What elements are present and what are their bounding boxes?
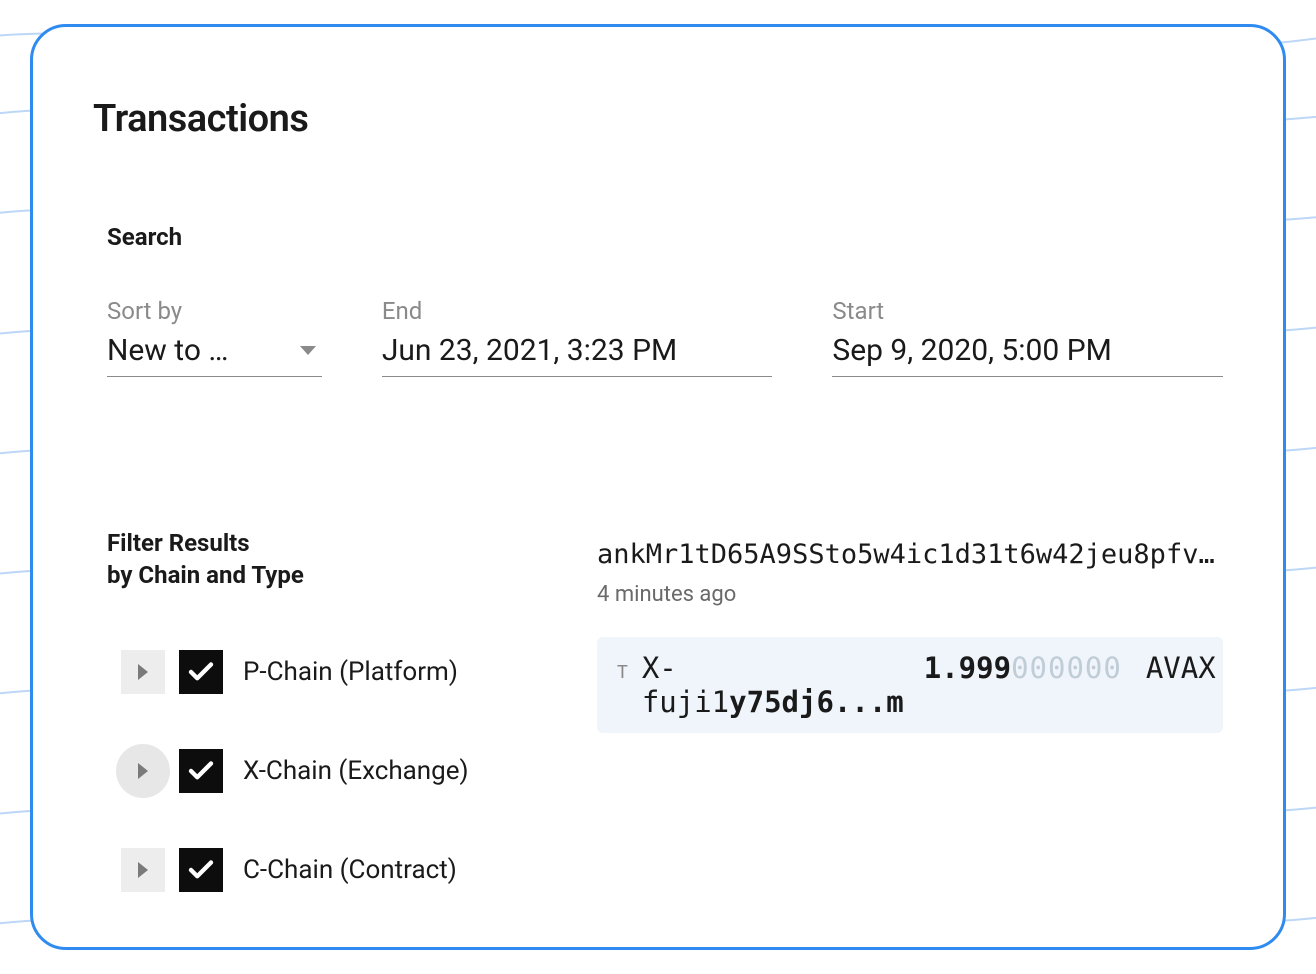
- sort-by-value: New to …: [107, 333, 228, 368]
- chevron-down-icon: [300, 346, 316, 355]
- results-panel: ankMr1tD65A9SSto5w4ic1d31t6w42jeu8pfv6… …: [597, 527, 1223, 892]
- chain-row-c: C-Chain (Contract): [107, 848, 527, 892]
- chain-label-c: C-Chain (Contract): [243, 855, 457, 885]
- chevron-right-icon: [138, 664, 148, 680]
- output-amount: 1.999000000: [918, 651, 1122, 685]
- chain-row-x: X-Chain (Exchange): [107, 744, 527, 798]
- chevron-right-icon: [138, 763, 148, 779]
- check-icon: [186, 756, 216, 786]
- search-fields: Sort by New to … End Jun 23, 2021, 3:23 …: [107, 297, 1223, 377]
- check-icon: [186, 657, 216, 687]
- expand-toggle-p[interactable]: [121, 650, 165, 694]
- end-date-value: Jun 23, 2021, 3:23 PM: [382, 333, 677, 368]
- transaction-time: 4 minutes ago: [597, 582, 1223, 607]
- checkbox-x-chain[interactable]: [179, 749, 223, 793]
- end-date-field[interactable]: End Jun 23, 2021, 3:23 PM: [382, 297, 773, 377]
- checkbox-c-chain[interactable]: [179, 848, 223, 892]
- address-short: y75dj6...m: [729, 685, 904, 719]
- start-date-value: Sep 9, 2020, 5:00 PM: [832, 333, 1111, 368]
- checkbox-p-chain[interactable]: [179, 650, 223, 694]
- amount-trailing-zeros: 000000: [1011, 651, 1122, 685]
- filter-title-line1: Filter Results: [107, 529, 250, 557]
- transaction-output[interactable]: T X-fuji1y75dj6...m 1.999000000 AVAX: [597, 637, 1223, 733]
- filter-title: Filter Results by Chain and Type: [107, 527, 527, 592]
- chain-row-p: P-Chain (Platform): [107, 650, 527, 694]
- expand-toggle-x[interactable]: [116, 744, 170, 798]
- page-title: Transactions: [93, 97, 1223, 141]
- filter-title-line2: by Chain and Type: [107, 561, 304, 589]
- end-date-label: End: [382, 297, 773, 325]
- filter-panel: Filter Results by Chain and Type P-Chain…: [107, 527, 527, 892]
- sort-by-select[interactable]: Sort by New to …: [107, 297, 322, 377]
- search-section-label: Search: [107, 223, 1223, 251]
- address-prefix: X-fuji1: [642, 651, 729, 719]
- check-icon: [186, 855, 216, 885]
- transaction-hash[interactable]: ankMr1tD65A9SSto5w4ic1d31t6w42jeu8pfv6…: [597, 539, 1217, 570]
- start-date-field[interactable]: Start Sep 9, 2020, 5:00 PM: [832, 297, 1223, 377]
- transactions-card: Transactions Search Sort by New to … End…: [30, 24, 1286, 950]
- chevron-right-icon: [138, 862, 148, 878]
- start-date-label: Start: [832, 297, 1223, 325]
- expand-toggle-c[interactable]: [121, 848, 165, 892]
- amount-significant: 1.999: [924, 651, 1011, 685]
- chain-filter-list: P-Chain (Platform) X-Chain (Exchange): [107, 650, 527, 892]
- chain-label-p: P-Chain (Platform): [243, 657, 458, 687]
- sort-by-label: Sort by: [107, 297, 322, 325]
- chain-label-x: X-Chain (Exchange): [243, 756, 469, 786]
- output-type-badge: T: [617, 662, 628, 683]
- amount-currency: AVAX: [1146, 651, 1216, 685]
- output-address: X-fuji1y75dj6...m: [642, 651, 904, 719]
